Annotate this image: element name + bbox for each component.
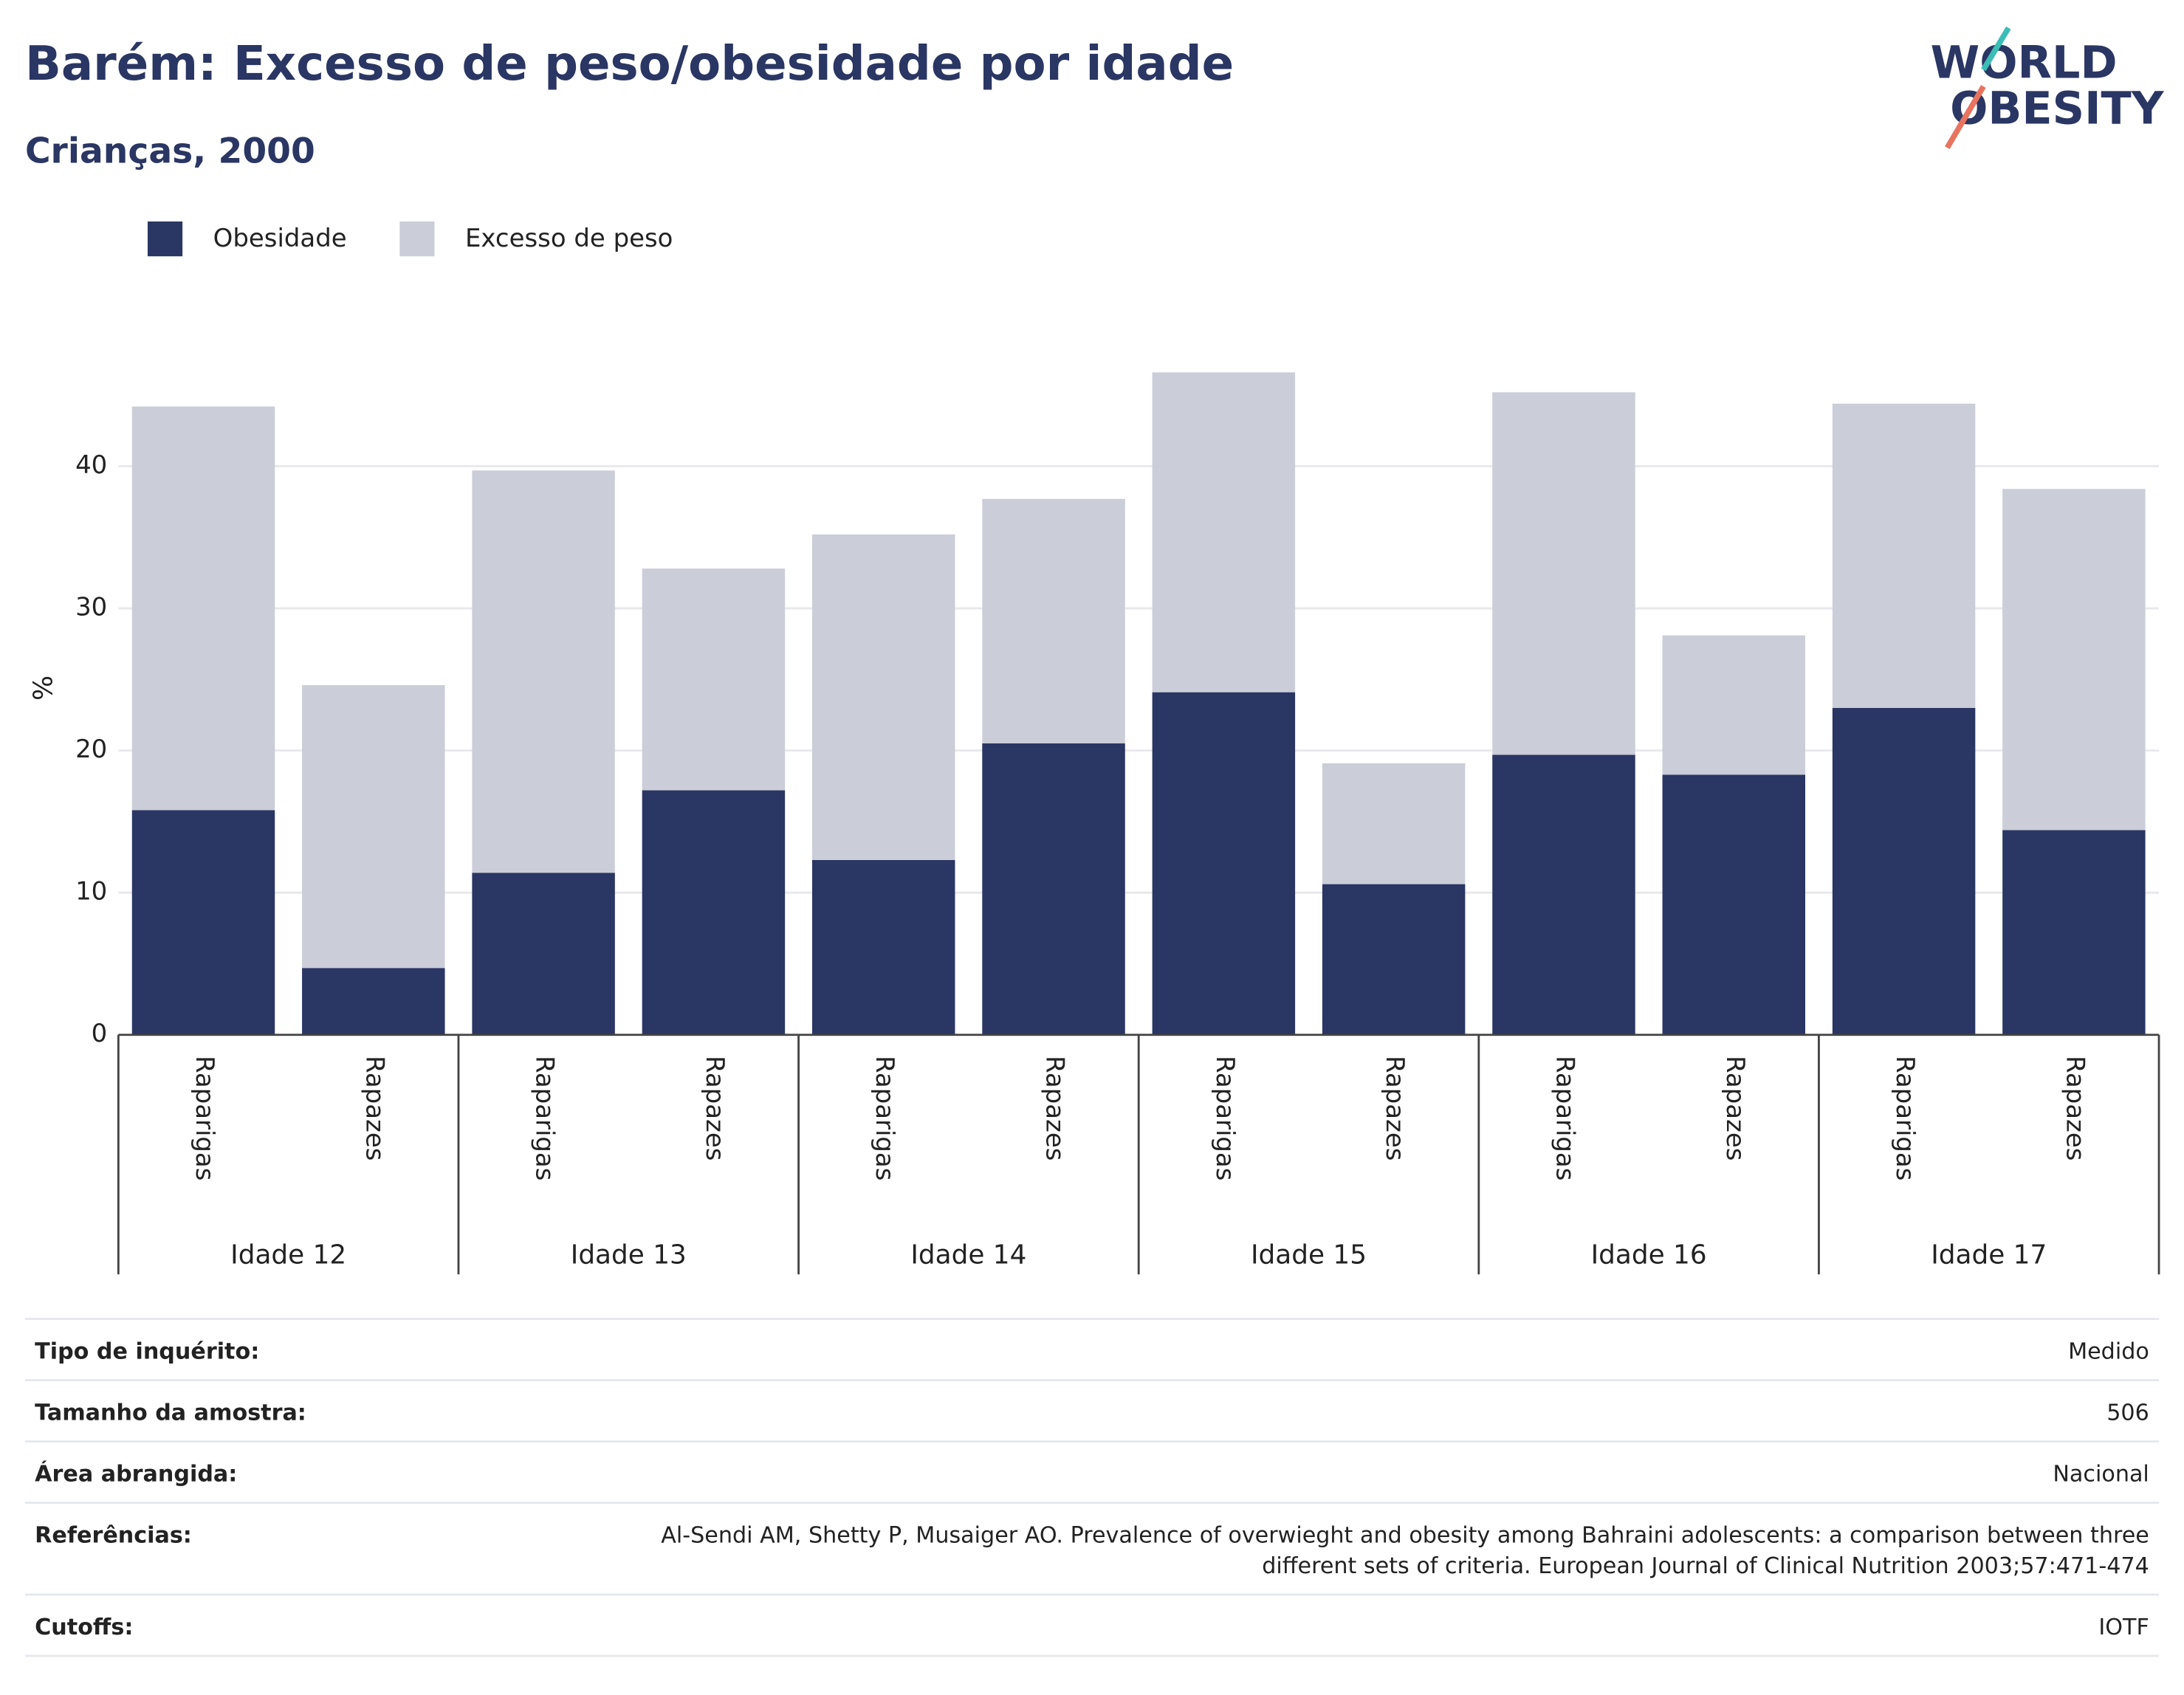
bar-segment — [1322, 884, 1466, 1035]
x-tick-label: Raparigas — [1550, 1056, 1579, 1180]
group-label: Idade 17 — [1931, 1240, 2047, 1271]
y-tick-label: 30 — [75, 593, 107, 622]
table-label: Área abrangida: — [35, 1460, 237, 1487]
bar-segment — [1662, 774, 1806, 1035]
table-value: IOTF — [2098, 1615, 2149, 1640]
logo-text: OBESITY — [1950, 83, 2165, 135]
x-tick-label: Rapazes — [700, 1056, 729, 1161]
bar-segment — [131, 406, 275, 811]
table-value: Al-Sendi AM, Shetty P, Musaiger AO. Prev… — [661, 1522, 2149, 1548]
x-tick-label: Raparigas — [1890, 1056, 1920, 1180]
x-tick-label: Raparigas — [1210, 1056, 1240, 1180]
table-label: Tamanho da amostra: — [35, 1400, 306, 1426]
legend-swatch — [147, 221, 183, 257]
table-label: Referências: — [35, 1522, 192, 1548]
y-tick-label: 0 — [92, 1019, 108, 1048]
bar-segment — [1152, 692, 1296, 1035]
table-value: Medido — [2068, 1338, 2149, 1364]
table-label: Tipo de inquérito: — [35, 1338, 259, 1364]
bar-segment — [302, 968, 445, 1035]
x-tick-label: Raparigas — [190, 1056, 219, 1180]
legend-swatch — [399, 221, 435, 257]
bar-segment — [1492, 392, 1635, 755]
bar-segment — [472, 470, 615, 873]
bar-segment — [2002, 489, 2146, 831]
bar-segment — [812, 534, 955, 860]
group-label: Idade 16 — [1591, 1240, 1707, 1271]
y-axis-label: % — [28, 675, 58, 701]
x-tick-label: Rapazes — [360, 1056, 389, 1161]
bar-segment — [642, 790, 786, 1035]
bar-segment — [812, 859, 955, 1035]
table-value: Nacional — [2053, 1461, 2149, 1487]
bar-segment — [1492, 754, 1635, 1035]
legend-label: Obesidade — [213, 224, 347, 253]
group-label: Idade 14 — [910, 1240, 1026, 1271]
chart-title: Barém: Excesso de peso/obesidade por ida… — [25, 36, 1234, 92]
x-tick-label: Rapazes — [1380, 1056, 1409, 1161]
bar-segment — [1832, 707, 1976, 1035]
table-value: different sets of criteria. European Jou… — [1262, 1553, 2149, 1579]
logo-text: WORLD — [1931, 37, 2118, 89]
table-value: 506 — [2106, 1400, 2149, 1426]
x-tick-label: Rapazes — [1720, 1056, 1750, 1161]
group-label: Idade 12 — [230, 1240, 346, 1271]
x-tick-label: Raparigas — [530, 1056, 560, 1180]
bar-segment — [302, 685, 445, 969]
x-tick-label: Rapazes — [2060, 1056, 2089, 1161]
bar-segment — [642, 568, 786, 791]
legend-label: Excesso de peso — [465, 224, 673, 253]
bar-segment — [1322, 763, 1466, 884]
y-tick-label: 40 — [75, 450, 107, 480]
bar-segment — [472, 873, 615, 1035]
table-label: Cutoffs: — [35, 1615, 133, 1640]
x-tick-label: Raparigas — [870, 1056, 899, 1180]
logo-slash — [1945, 85, 1986, 149]
bar-segment — [982, 743, 1125, 1035]
y-tick-label: 20 — [75, 735, 107, 764]
bar-segment — [1662, 635, 1806, 775]
logo-slash — [1981, 26, 2011, 72]
bar-segment — [131, 810, 275, 1035]
bar-segment — [1152, 372, 1296, 692]
group-label: Idade 13 — [571, 1240, 687, 1271]
group-label: Idade 15 — [1251, 1240, 1367, 1271]
bar-segment — [2002, 830, 2146, 1035]
bar-segment — [982, 498, 1125, 743]
logo: WORLD OBESITY — [1931, 26, 2165, 149]
x-tick-label: Rapazes — [1040, 1056, 1070, 1161]
y-tick-label: 10 — [75, 877, 107, 907]
chart-subtitle: Crianças, 2000 — [25, 131, 315, 172]
bar-segment — [1832, 403, 1976, 708]
